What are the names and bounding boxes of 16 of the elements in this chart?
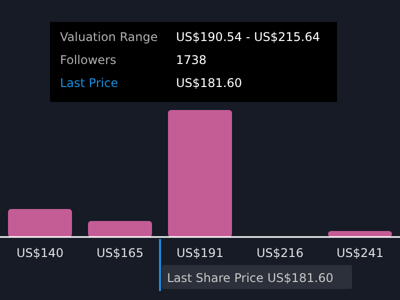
text: Valuation Range <box>60 30 158 44</box>
x-tick-label: US$216 <box>256 246 304 260</box>
bar <box>168 110 232 237</box>
bar <box>8 209 72 237</box>
x-tick-label: US$140 <box>16 246 64 260</box>
x-tick-label: US$165 <box>96 246 144 260</box>
text: Followers <box>60 53 116 67</box>
bar <box>328 231 392 237</box>
text: Last Price <box>60 76 118 90</box>
text: Last Share Price US$181.60 <box>167 271 334 285</box>
text: 1738 <box>176 53 207 67</box>
text: US$181.60 <box>176 76 242 90</box>
bar <box>88 221 152 237</box>
text: US$190.54 - US$215.64 <box>176 30 320 44</box>
x-tick-label: US$241 <box>336 246 384 260</box>
x-tick-label: US$191 <box>176 246 224 260</box>
